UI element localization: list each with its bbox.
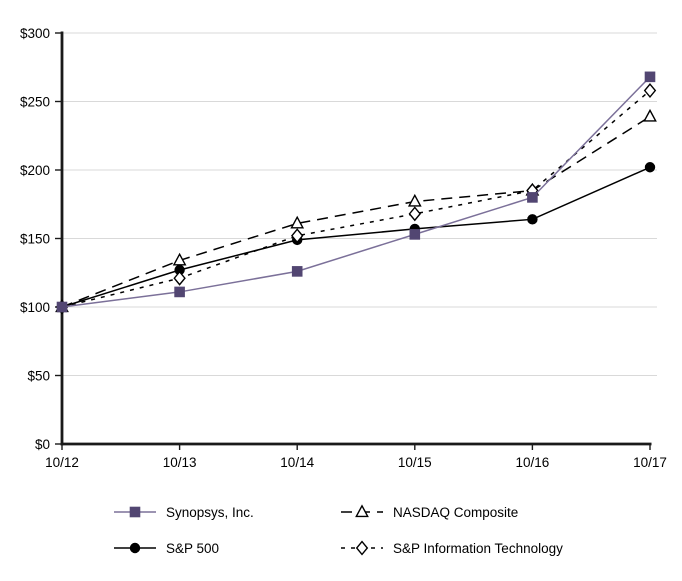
svg-text:$50: $50: [27, 368, 50, 383]
legend-label-nasdaq-composite: NASDAQ Composite: [393, 504, 519, 520]
svg-text:10/12: 10/12: [45, 455, 79, 470]
legend-item-synopsys: Synopsys, Inc.: [113, 504, 340, 520]
chart-legend: Synopsys, Inc. NASDAQ Composite S&P 500 …: [113, 499, 563, 561]
performance-line-chart: $0 $50 $100 $150 $200 $250 $300 10/12 10/13 10/14…: [20, 26, 667, 470]
svg-text:$300: $300: [20, 26, 50, 41]
sp-information-technology-series-marker-icon: [341, 540, 383, 556]
svg-text:$150: $150: [20, 231, 50, 246]
svg-text:10/17: 10/17: [633, 455, 667, 470]
legend-label-sp-information-technology: S&P Information Technology: [393, 540, 563, 556]
synopsys-series-marker-icon: [114, 506, 156, 518]
legend-item-sp-information-technology: S&P Information Technology: [340, 540, 563, 556]
svg-text:10/13: 10/13: [163, 455, 197, 470]
legend-label-sp500: S&P 500: [166, 540, 220, 556]
nasdaq-series-marker-icon: [341, 504, 383, 518]
svg-text:10/16: 10/16: [516, 455, 550, 470]
sp500-series-marker-icon: [114, 542, 156, 554]
svg-text:10/15: 10/15: [398, 455, 432, 470]
svg-text:$250: $250: [20, 94, 50, 109]
svg-text:$0: $0: [35, 437, 50, 452]
svg-text:$100: $100: [20, 300, 50, 315]
legend-label-synopsys: Synopsys, Inc.: [166, 504, 254, 520]
svg-text:$200: $200: [20, 163, 50, 178]
legend-item-nasdaq-composite: NASDAQ Composite: [340, 504, 563, 520]
svg-text:10/14: 10/14: [280, 455, 314, 470]
legend-item-sp500: S&P 500: [113, 540, 340, 556]
